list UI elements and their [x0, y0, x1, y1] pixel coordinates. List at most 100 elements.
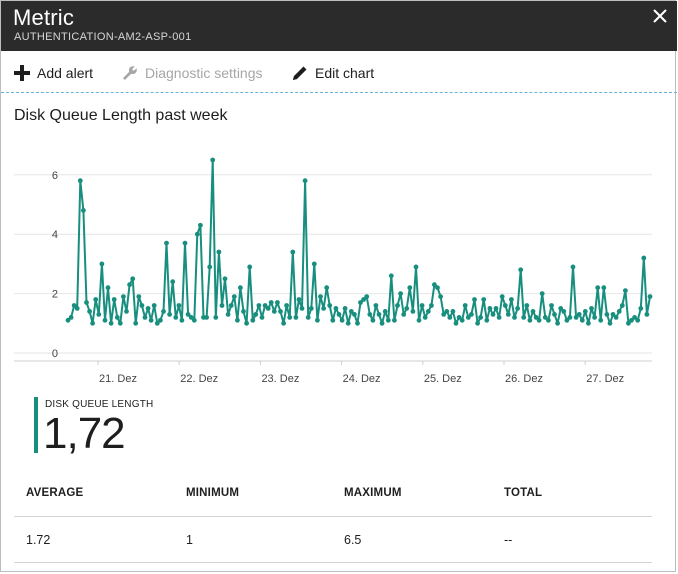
data-point: [228, 303, 234, 308]
data-point: [379, 320, 385, 326]
data-point: [407, 285, 413, 291]
data-point: [619, 303, 625, 308]
data-point: [231, 294, 237, 299]
data-point: [438, 294, 443, 299]
data-point: [284, 303, 289, 308]
series-line: [67, 159, 651, 325]
data-point: [241, 309, 246, 314]
data-point: [259, 315, 265, 320]
data-point: [127, 282, 132, 288]
data-point: [324, 285, 330, 291]
data-point: [373, 303, 379, 308]
data-point: [265, 306, 271, 311]
data-point: [275, 300, 280, 305]
data-point: [472, 297, 477, 302]
data-point: [626, 320, 631, 326]
data-point: [225, 312, 231, 317]
data-point: [327, 303, 333, 308]
data-point: [268, 300, 274, 305]
data-point: [336, 312, 342, 317]
data-point: [148, 317, 154, 323]
data-point: [413, 264, 419, 270]
data-point: [158, 317, 163, 323]
data-point: [74, 306, 80, 311]
data-point: [410, 309, 416, 314]
data-point: [124, 309, 129, 314]
data-point: [567, 315, 573, 320]
data-point: [170, 279, 176, 285]
data-point: [595, 285, 601, 291]
data-point: [321, 306, 326, 311]
data-point: [308, 306, 314, 311]
data-point: [610, 312, 616, 317]
data-point: [647, 294, 653, 299]
x-tick-label: 21. Dez: [99, 373, 137, 385]
add-alert-button[interactable]: Add alert: [13, 63, 93, 83]
data-point: [182, 240, 188, 246]
data-point: [582, 309, 588, 314]
edit-chart-button[interactable]: Edit chart: [291, 63, 374, 83]
data-point: [114, 315, 120, 320]
data-point: [238, 285, 243, 291]
data-point: [145, 306, 151, 311]
data-point: [484, 317, 490, 323]
data-point: [475, 320, 480, 326]
data-point: [65, 317, 71, 323]
data-point: [598, 317, 604, 323]
data-point: [161, 309, 166, 314]
data-point: [355, 320, 360, 326]
data-point: [561, 309, 567, 314]
data-point: [311, 261, 317, 267]
disk-queue-line-chart[interactable]: 0 2 4 6 21. Dez 22. Dez 23. Dez 24. Dez 25. Dez 2…: [1, 131, 677, 393]
data-point: [154, 320, 160, 326]
data-point: [432, 282, 437, 288]
data-point: [352, 312, 357, 317]
data-point: [404, 306, 410, 311]
diagnostic-settings-button[interactable]: Diagnostic settings: [121, 63, 263, 83]
data-point: [527, 317, 533, 323]
data-point: [502, 303, 508, 308]
data-point: [573, 315, 579, 320]
data-point: [613, 315, 619, 320]
data-point: [213, 315, 219, 320]
data-point: [207, 264, 213, 270]
close-icon[interactable]: [651, 7, 669, 25]
data-point: [271, 309, 277, 314]
data-point: [71, 303, 77, 308]
data-point: [592, 315, 597, 320]
data-point: [533, 315, 539, 320]
plus-icon: [14, 65, 30, 81]
data-point: [385, 317, 391, 323]
data-point: [185, 312, 191, 317]
data-point: [358, 300, 363, 305]
data-point: [102, 317, 108, 323]
data-point: [644, 312, 650, 317]
data-point: [244, 320, 250, 326]
data-point: [462, 303, 468, 308]
data-point: [459, 317, 465, 323]
data-point: [512, 315, 517, 320]
data-point: [173, 315, 179, 320]
data-point: [77, 178, 83, 184]
data-point: [570, 264, 576, 270]
data-point: [296, 297, 302, 302]
data-point: [367, 312, 373, 317]
data-point: [345, 320, 351, 326]
data-point: [290, 249, 296, 255]
add-alert-label: Add alert: [37, 65, 94, 81]
data-point: [198, 222, 203, 228]
data-point: [518, 267, 524, 273]
data-point: [247, 264, 253, 270]
data-point: [441, 312, 447, 317]
data-point: [99, 261, 105, 267]
data-point: [487, 306, 493, 311]
data-point: [364, 294, 370, 299]
data-point: [435, 285, 440, 291]
data-point: [339, 317, 345, 323]
data-point: [549, 303, 554, 308]
data-point: [530, 309, 536, 314]
data-point: [130, 276, 136, 282]
data-point: [607, 320, 613, 326]
value-minimum: 1: [186, 533, 193, 547]
data-point: [139, 303, 145, 308]
